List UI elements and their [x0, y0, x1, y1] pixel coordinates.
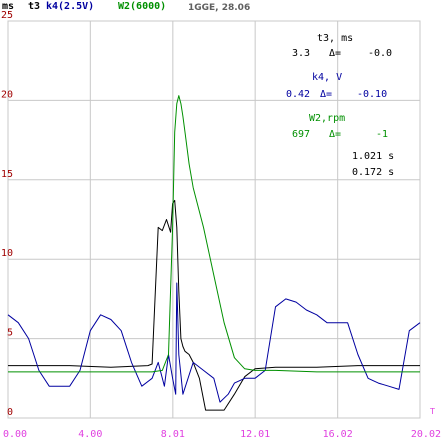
grid	[7, 20, 421, 419]
readout-time1: 1.021 s	[352, 151, 394, 162]
readout-w2-delta: -1	[376, 129, 388, 140]
readout-t3-value: 3.3	[292, 48, 310, 59]
y-tick-label: 5	[7, 328, 13, 339]
header-k4-label: k4(2.5V)	[46, 1, 94, 12]
readout-k4-delta-sign: Δ=	[320, 89, 332, 100]
x-tick-label: 12.01	[240, 429, 270, 440]
y-tick-label: 20	[1, 89, 13, 100]
readout-t3-delta: -0.0	[368, 48, 392, 59]
x-tick-label: 20.02	[411, 429, 441, 440]
series-line-w2	[8, 95, 420, 373]
x-tick-label: 8.01	[161, 429, 185, 440]
header-unit: ms	[2, 1, 14, 12]
readout-k4-value: 0.42	[286, 89, 310, 100]
readout-k4-delta: -0.10	[357, 89, 387, 100]
readout-time2: 0.172 s	[352, 167, 394, 178]
x-end-marker: T	[429, 407, 435, 416]
readout-w2-value: 697	[292, 129, 310, 140]
y-tick-label: 10	[1, 248, 13, 259]
series-line-k4	[7, 282, 421, 403]
readout-w2-title: W2,rpm	[309, 113, 345, 124]
readout-t3-delta-sign: Δ=	[329, 48, 341, 59]
x-tick-label: 16.02	[323, 429, 353, 440]
y-tick-label: 25	[1, 10, 13, 21]
y-tick-label: 15	[1, 169, 13, 180]
readout-t3-title: t3, ms	[317, 33, 353, 44]
series-layer	[7, 95, 421, 411]
tick-labels: 0 5 10 15 20 25 0.00 4.00 8.01 12.01 16.02 20.02	[1, 10, 441, 440]
header-w2-label: W2(6000)	[118, 1, 166, 12]
header-t3-label: t3	[28, 1, 40, 12]
y-tick-label: 0	[7, 407, 13, 418]
header-info: 1GGE, 28.06	[188, 3, 250, 13]
x-tick-label: 4.00	[78, 429, 102, 440]
readout-k4-title: k4, V	[312, 72, 342, 83]
x-tick-label: 0.00	[3, 429, 27, 440]
series-line-t3	[8, 199, 420, 411]
readout-w2-delta-sign: Δ=	[329, 129, 341, 140]
